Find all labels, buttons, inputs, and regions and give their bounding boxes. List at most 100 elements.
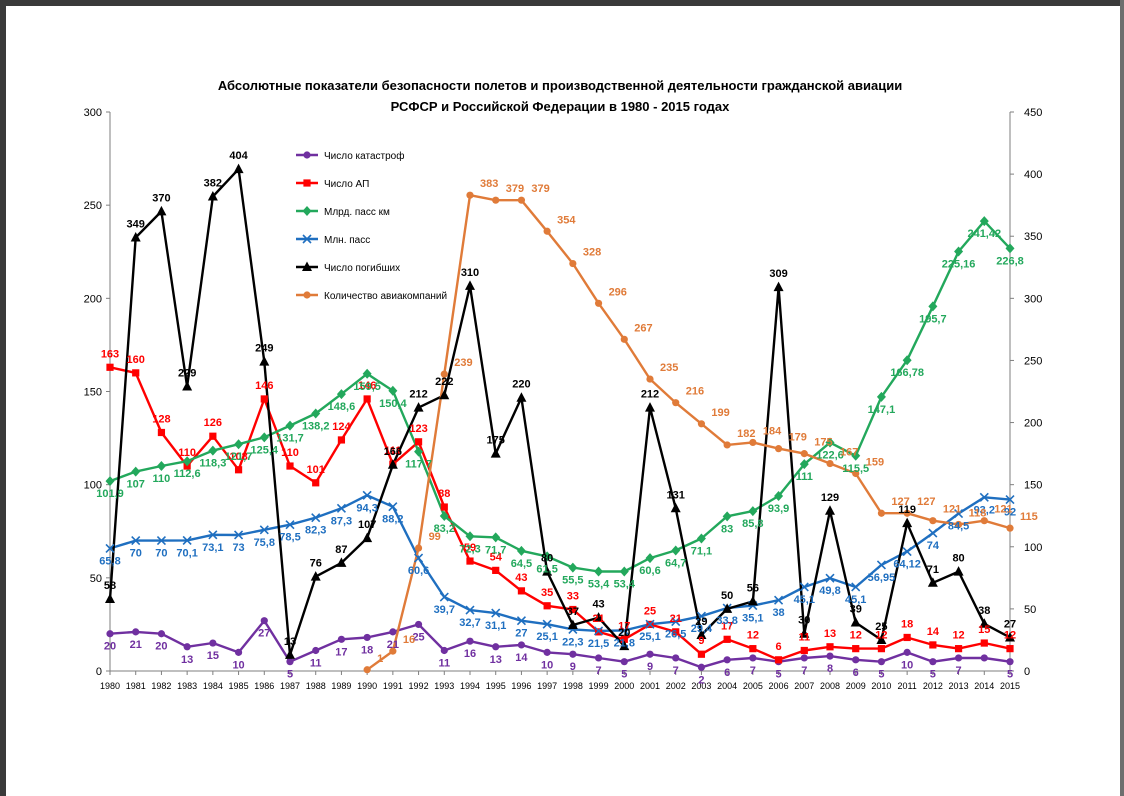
data-point — [568, 562, 578, 573]
data-label: 118 — [969, 507, 987, 519]
y-tick-label-left: 150 — [84, 387, 102, 399]
data-label: 159,5 — [353, 381, 381, 393]
data-point — [517, 587, 526, 595]
data-point — [594, 566, 604, 577]
data-point — [105, 543, 115, 553]
data-label: 7 — [750, 665, 756, 677]
data-label: 6 — [724, 667, 730, 679]
data-point — [259, 432, 269, 443]
data-label: 65,8 — [99, 555, 120, 567]
data-point — [363, 395, 371, 403]
data-label: 60,6 — [639, 565, 660, 577]
data-label: 88 — [438, 488, 450, 500]
data-point — [183, 643, 191, 651]
data-label: 31,1 — [485, 620, 506, 632]
data-label: 296 — [609, 286, 627, 298]
data-label: 17 — [721, 620, 733, 632]
data-label: 70 — [130, 548, 142, 560]
data-label: 129 — [821, 492, 839, 504]
data-label: 128 — [152, 413, 170, 425]
data-point — [723, 441, 731, 449]
data-label: 123 — [409, 423, 427, 435]
data-label: 138,2 — [302, 420, 330, 432]
data-point — [337, 635, 346, 643]
data-point — [362, 490, 372, 500]
data-label: 15 — [978, 624, 990, 636]
data-point — [157, 630, 166, 638]
data-label: 99 — [429, 531, 441, 543]
data-point — [182, 535, 192, 545]
y-tick-label-left: 100 — [84, 480, 102, 492]
data-label: 27 — [258, 628, 270, 640]
data-point — [672, 654, 680, 662]
data-point — [672, 628, 680, 636]
series-markers — [105, 163, 1015, 674]
data-point — [825, 573, 835, 583]
x-tick-label: 1999 — [589, 681, 609, 691]
data-label: 20 — [104, 641, 116, 653]
data-label: 239 — [454, 357, 472, 369]
y-tick-label-right: 100 — [1024, 542, 1042, 554]
data-label: 175 — [814, 437, 832, 449]
window-edge-top — [0, 0, 1124, 6]
data-label: 14 — [927, 626, 940, 638]
data-point — [492, 196, 500, 204]
data-label: 195,7 — [919, 313, 947, 325]
data-point — [954, 645, 963, 653]
data-point — [1006, 645, 1014, 653]
data-point — [414, 438, 423, 446]
data-label: 54 — [490, 551, 503, 563]
data-point — [234, 466, 243, 474]
series-lines — [108, 167, 1011, 671]
data-label: 199 — [711, 407, 729, 419]
data-point — [902, 546, 912, 557]
data-point — [259, 525, 269, 535]
data-point — [748, 506, 758, 517]
data-point — [929, 641, 937, 649]
data-point — [543, 602, 551, 610]
x-tick-label: 1991 — [383, 681, 403, 691]
data-point — [672, 399, 680, 407]
data-label: 61,5 — [536, 563, 557, 575]
data-point — [466, 557, 474, 565]
data-label: 13 — [490, 654, 502, 666]
data-point — [516, 392, 527, 402]
data-label: 55,5 — [562, 575, 583, 587]
x-tick-label: 1982 — [151, 681, 171, 691]
data-label: 30 — [798, 615, 810, 627]
data-point — [466, 637, 474, 645]
x-tick-label: 1994 — [460, 681, 480, 691]
data-label: 7 — [596, 665, 602, 677]
data-label: 147,1 — [868, 404, 896, 416]
x-tick-label: 1997 — [537, 681, 557, 691]
data-label: 112,6 — [174, 468, 201, 480]
data-label: 80 — [952, 553, 964, 565]
data-label: 80 — [541, 553, 553, 565]
data-point — [156, 205, 167, 216]
data-label: 93,2 — [974, 504, 995, 516]
data-point — [928, 528, 938, 538]
x-tick-label: 1986 — [254, 681, 274, 691]
data-label: 27 — [1004, 618, 1016, 630]
data-point — [517, 196, 526, 204]
data-point — [182, 381, 193, 391]
y-tick-label-left: 0 — [96, 666, 102, 678]
data-point — [980, 639, 988, 647]
data-point — [696, 533, 706, 544]
data-point — [542, 551, 552, 562]
data-point — [465, 605, 475, 615]
x-tick-label: 2010 — [871, 681, 891, 691]
data-point — [799, 582, 809, 592]
data-point — [619, 566, 629, 577]
data-point — [131, 536, 141, 546]
data-label: 166 — [384, 446, 402, 458]
data-point — [516, 616, 526, 626]
data-label: 184 — [763, 425, 782, 437]
data-point — [156, 461, 166, 472]
data-point — [234, 648, 243, 656]
data-point — [800, 646, 808, 655]
data-point — [260, 617, 268, 625]
data-label: 73,1 — [202, 542, 223, 554]
data-point — [157, 428, 166, 437]
